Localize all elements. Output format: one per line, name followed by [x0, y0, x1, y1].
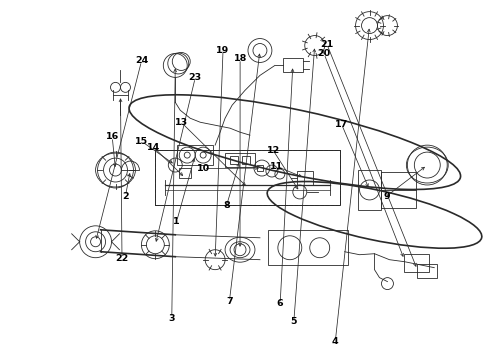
Bar	[155, 150, 340, 205]
Text: 17: 17	[335, 120, 348, 129]
Text: 9: 9	[383, 192, 390, 201]
Text: 4: 4	[332, 337, 339, 346]
Text: 6: 6	[277, 299, 283, 308]
Bar	[179, 168, 191, 178]
Text: 7: 7	[226, 297, 233, 306]
Text: 24: 24	[135, 57, 148, 66]
Text: 1: 1	[173, 217, 180, 226]
Text: 10: 10	[197, 164, 210, 173]
Text: 19: 19	[217, 46, 230, 55]
Text: 14: 14	[147, 143, 160, 152]
Bar	[242, 156, 250, 164]
Bar	[225, 153, 255, 167]
Bar	[297, 171, 313, 185]
Text: 5: 5	[291, 317, 297, 326]
Text: 11: 11	[270, 162, 283, 171]
Text: 20: 20	[318, 49, 331, 58]
Bar	[283, 58, 303, 72]
Bar	[358, 170, 382, 210]
Text: 16: 16	[106, 132, 119, 141]
Bar	[177, 145, 213, 165]
Bar	[155, 150, 340, 205]
Bar	[230, 156, 238, 164]
Bar	[257, 165, 263, 171]
Bar	[382, 172, 416, 208]
Text: 8: 8	[223, 201, 230, 210]
Text: 2: 2	[122, 192, 129, 201]
Text: 18: 18	[233, 54, 247, 63]
Text: 22: 22	[115, 254, 128, 263]
Text: 13: 13	[175, 118, 188, 127]
Text: 3: 3	[169, 314, 175, 323]
Bar	[404, 254, 429, 272]
Text: 23: 23	[189, 73, 202, 82]
Bar	[268, 230, 347, 265]
Text: 12: 12	[267, 146, 280, 155]
Text: 21: 21	[320, 40, 334, 49]
Bar	[417, 264, 437, 278]
Text: 15: 15	[135, 137, 148, 146]
